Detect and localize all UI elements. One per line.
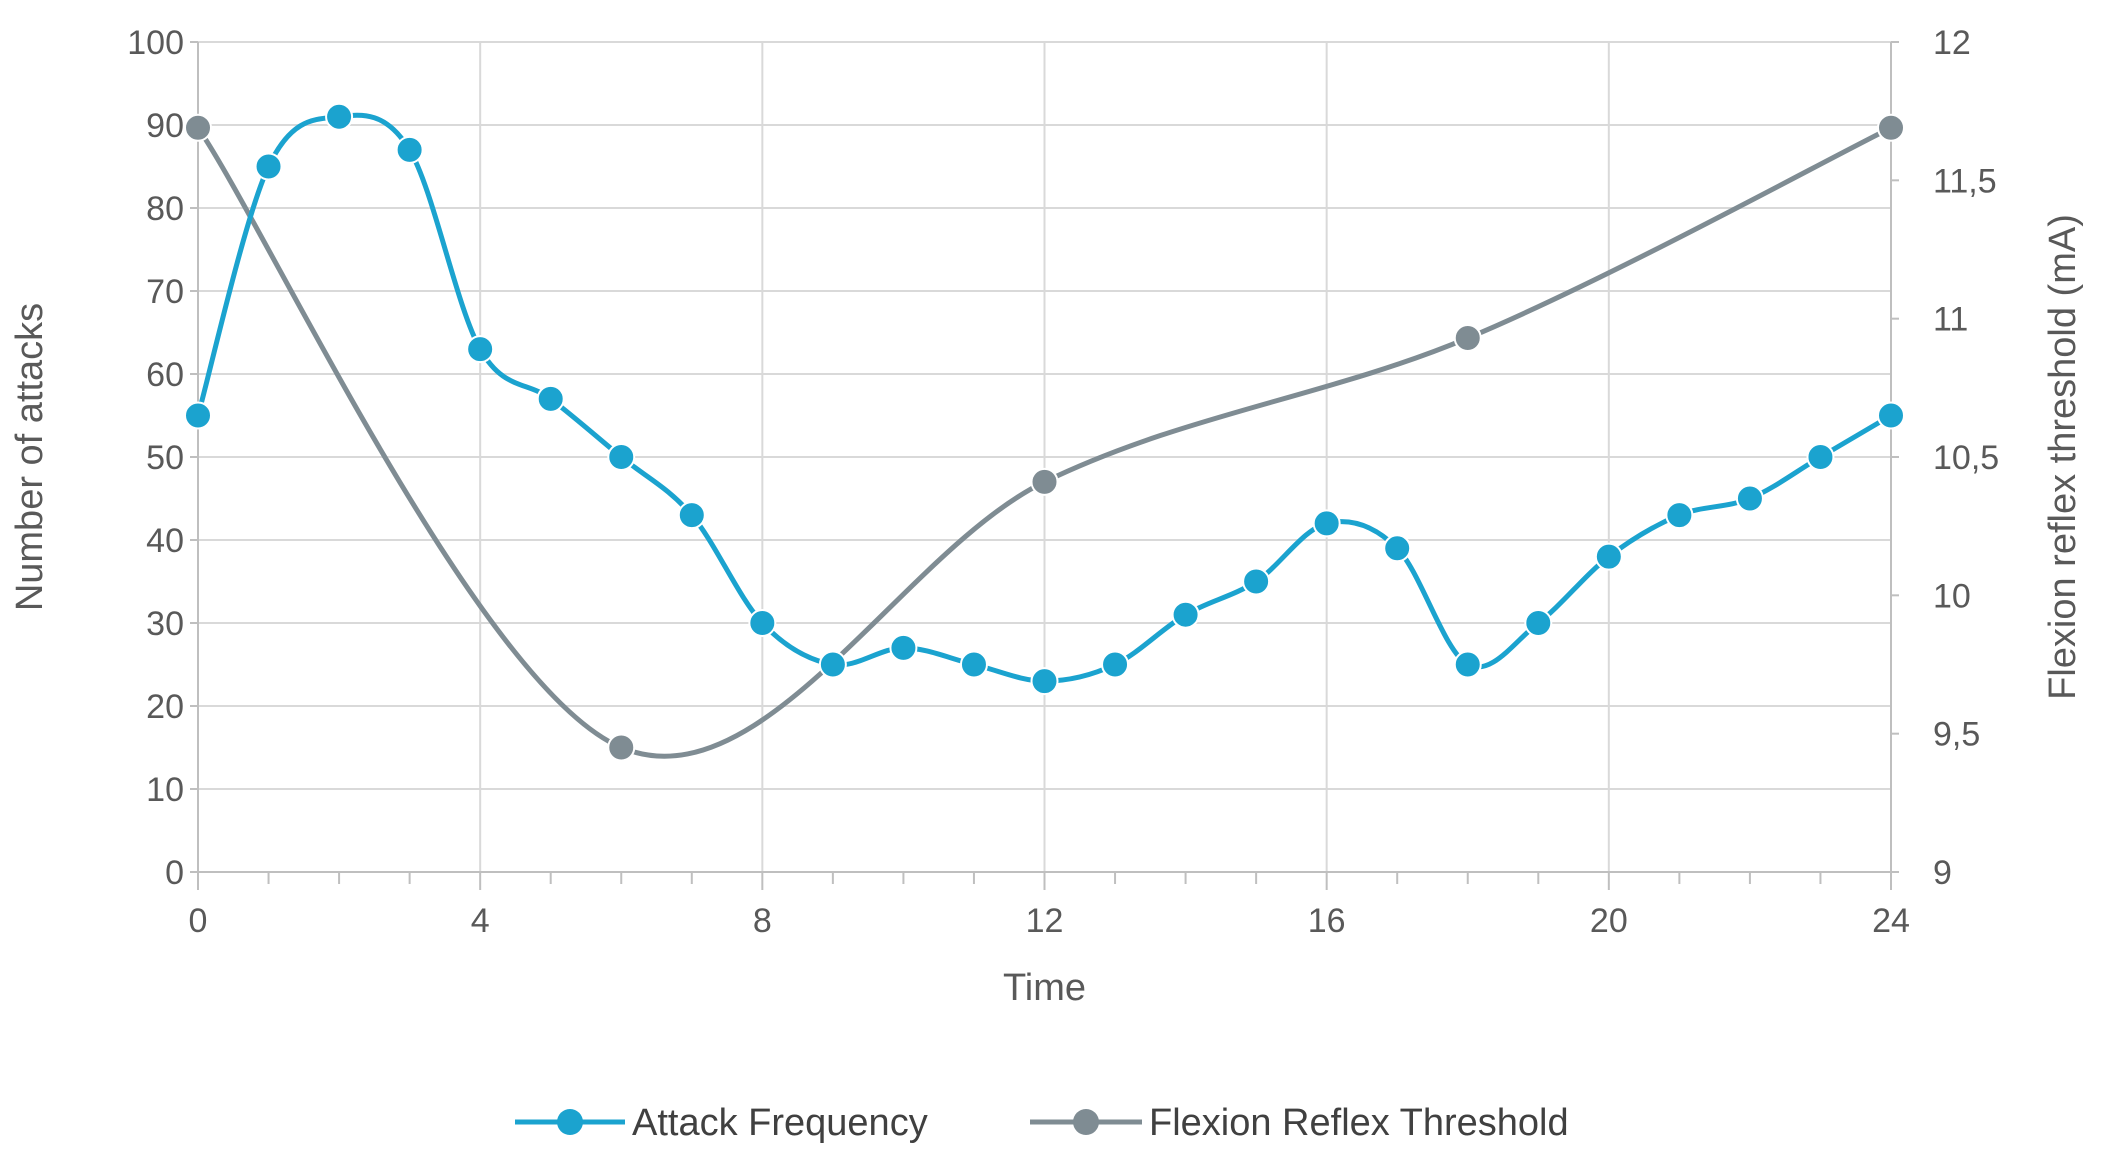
x-tick-label: 16 (1308, 902, 1346, 940)
x-tick-label: 8 (753, 902, 772, 940)
x-tick-label: 20 (1590, 902, 1628, 940)
data-point-attack-frequency (1453, 650, 1482, 679)
data-point-attack-frequency (1806, 443, 1835, 471)
legend-item-flexion-reflex-threshold: Flexion Reflex Threshold (1030, 1102, 1569, 1144)
data-point-flexion-reflex-threshold (607, 733, 636, 762)
y-axis-title-left: Number of attacks (9, 303, 51, 611)
y-tick-label-left: 30 (146, 605, 184, 643)
y-tick-label-right: 9 (1933, 854, 1952, 892)
series-lines (195, 112, 1894, 759)
x-axis-title: Time (1003, 967, 1086, 1009)
series-line-attack-frequency (195, 112, 1894, 684)
data-point-attack-frequency (1312, 509, 1341, 538)
series-line-flexion-reflex-threshold (195, 125, 1894, 759)
y-tick-label-left: 40 (146, 522, 184, 560)
data-point-attack-frequency (254, 152, 283, 181)
y-tick-label-left: 50 (146, 439, 184, 477)
y-tick-label-left: 80 (146, 190, 184, 228)
data-point-attack-frequency (1383, 534, 1412, 563)
tick-labels: 010203040506070809010099,51010,51111,512… (127, 24, 1999, 940)
data-point-attack-frequency (748, 609, 777, 637)
data-point-flexion-reflex-threshold (1453, 324, 1482, 353)
data-point-flexion-reflex-threshold (1030, 467, 1059, 496)
y-tick-label-left: 100 (127, 24, 184, 62)
y-tick-label-left: 0 (165, 854, 184, 892)
data-point-attack-frequency (677, 501, 706, 530)
gridlines (198, 41, 1891, 872)
data-point-attack-frequency (1524, 609, 1553, 637)
legend-marker-flexion-reflex-threshold (1073, 1109, 1099, 1135)
data-point-attack-frequency (395, 135, 424, 164)
x-tick-label: 4 (471, 902, 490, 940)
y-tick-label-right: 9,5 (1933, 716, 1980, 754)
y-tick-label-right: 11,5 (1933, 162, 1997, 200)
data-point-attack-frequency (1242, 567, 1271, 596)
y-tick-label-right: 10 (1933, 577, 1971, 615)
legend-label-attack-frequency: Attack Frequency (632, 1102, 928, 1144)
data-point-flexion-reflex-threshold (1877, 113, 1905, 142)
data-point-attack-frequency (818, 650, 847, 679)
data-point-attack-frequency (1735, 484, 1764, 513)
y-tick-label-right: 10,5 (1933, 439, 1999, 477)
data-point-attack-frequency (1594, 542, 1623, 571)
y-tick-label-left: 20 (146, 688, 184, 726)
axes (190, 41, 1899, 890)
y-tick-label-right: 11 (1933, 301, 1968, 339)
y-tick-label-left: 70 (146, 273, 184, 311)
y-tick-label-left: 90 (146, 107, 184, 145)
y-tick-label-left: 60 (146, 356, 184, 394)
data-point-attack-frequency (889, 633, 918, 662)
data-point-attack-frequency (184, 401, 212, 430)
legend: Attack Frequency Flexion Reflex Threshol… (515, 1102, 1569, 1144)
legend-item-attack-frequency: Attack Frequency (515, 1102, 928, 1144)
data-point-attack-frequency (325, 102, 354, 131)
x-tick-label: 12 (1026, 902, 1064, 940)
x-tick-label: 24 (1872, 902, 1910, 940)
legend-label-flexion-reflex-threshold: Flexion Reflex Threshold (1149, 1102, 1569, 1144)
y-axis-title-right: Flexion reflex threshold (mA) (2042, 214, 2084, 700)
legend-marker-attack-frequency (557, 1109, 583, 1135)
y-tick-label-left: 10 (146, 771, 184, 809)
y-tick-label-right: 12 (1933, 24, 1971, 62)
data-point-attack-frequency (1030, 667, 1059, 696)
data-point-attack-frequency (1101, 650, 1130, 679)
data-point-attack-frequency (466, 335, 495, 364)
data-point-attack-frequency (1877, 401, 1905, 430)
series-markers (184, 102, 1905, 762)
x-tick-label: 0 (189, 902, 208, 940)
data-point-attack-frequency (536, 384, 565, 413)
data-point-attack-frequency (1171, 600, 1200, 629)
data-point-attack-frequency (1665, 501, 1694, 530)
data-point-attack-frequency (959, 650, 988, 679)
data-point-attack-frequency (607, 443, 636, 471)
data-point-flexion-reflex-threshold (184, 113, 212, 142)
